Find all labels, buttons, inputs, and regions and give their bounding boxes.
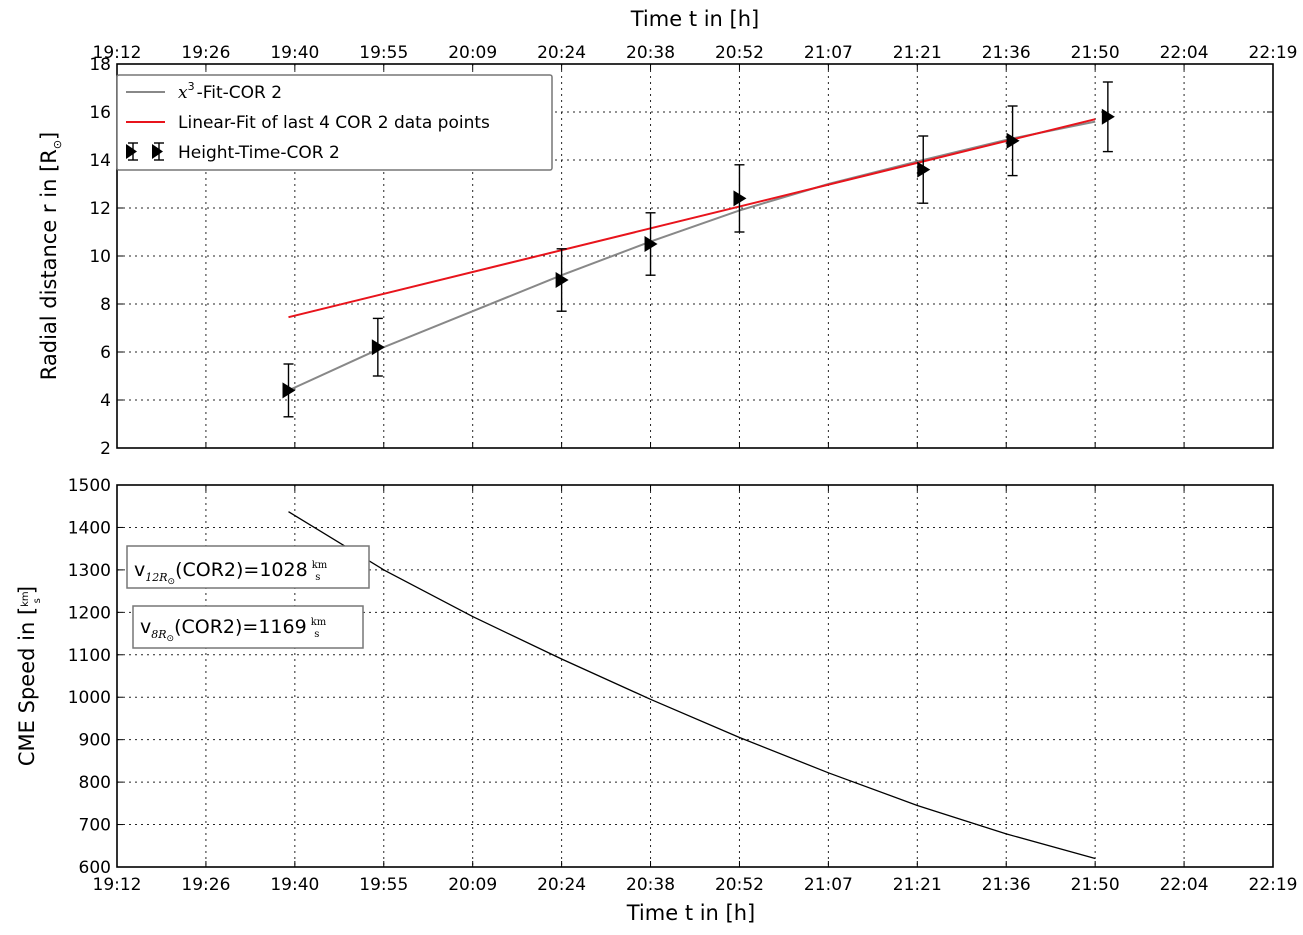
x-tick-label-top: 21:07 — [804, 43, 853, 63]
y-tick-label: 700 — [79, 816, 111, 836]
y-tick-label: 1300 — [68, 561, 111, 581]
x-tick-label-top: 22:04 — [1160, 43, 1209, 63]
top-x-axis-title: Time t in [h] — [630, 7, 760, 31]
y-tick-label: 8 — [100, 295, 111, 315]
legend-cubic-sup: 3 — [188, 80, 195, 93]
y-tick-label: 1400 — [68, 518, 111, 538]
legend-box — [116, 74, 553, 171]
y-tick-label: 10 — [89, 247, 111, 267]
series-line — [288, 118, 1096, 319]
data-point — [371, 317, 385, 377]
x-tick-label-top: 21:36 — [982, 43, 1031, 63]
x-tick-label: 21:50 — [1071, 875, 1120, 895]
speed-annotation-8r: v8R⊙(COR2)=1169 km s — [132, 605, 364, 649]
y-tick-label: 14 — [89, 151, 111, 171]
x-tick-label: 20:38 — [626, 875, 675, 895]
legend-swatch-height-time — [126, 142, 164, 161]
top-panel-grid — [117, 64, 1273, 448]
legend-label-linear-fit: Linear-Fit of last 4 COR 2 data points — [178, 113, 490, 133]
y-tick-label: 18 — [89, 55, 111, 75]
x-tick-label: 20:52 — [715, 875, 764, 895]
x-tick-label: 21:21 — [893, 875, 942, 895]
y-tick-label: 16 — [89, 103, 111, 123]
y-tick-label: 1000 — [68, 688, 111, 708]
data-point — [1101, 81, 1115, 153]
y-tick-label: 600 — [79, 858, 111, 878]
y-tick-label: 4 — [100, 391, 111, 411]
bottom-x-axis-title: Time t in [h] — [626, 901, 756, 925]
x-tick-label-top: 20:24 — [537, 43, 586, 63]
legend-label-height-time: Height-Time-COR 2 — [178, 143, 340, 163]
svg-text:CME Speed in [kms]: CME Speed in [kms] — [15, 586, 43, 766]
speed-annotation-8r-text: v8R⊙(COR2)=1169 km s — [140, 616, 327, 644]
legend-cubic-text: -Fit-COR 2 — [197, 83, 282, 103]
x-tick-label: 20:24 — [537, 875, 586, 895]
legend-cubic-math: x — [178, 83, 188, 103]
top-y-axis-title-text: Radial distance r in [R — [37, 149, 61, 380]
svg-text:Radial distance r in [R⊙]: Radial distance r in [R⊙] — [37, 132, 64, 381]
x-tick-label: 22:19 — [1249, 875, 1298, 895]
y-tick-label: 1100 — [68, 646, 111, 666]
series-line — [288, 120, 1096, 392]
speed-annotation-12r: v12R⊙(COR2)=1028 km s — [126, 545, 370, 589]
data-point — [282, 363, 296, 418]
data-point — [917, 135, 931, 204]
x-tick-label-top: 19:40 — [270, 43, 319, 63]
x-tick-label-top: 21:50 — [1071, 43, 1120, 63]
bottom-y-axis-title-text: CME Speed in [ — [15, 607, 39, 766]
x-tick-label: 22:04 — [1160, 875, 1209, 895]
series-line — [288, 511, 1096, 860]
data-point — [555, 248, 569, 312]
y-tick-label: 2 — [100, 439, 111, 459]
speed-annotation-8r-box — [132, 605, 364, 649]
y-tick-label: 800 — [79, 773, 111, 793]
y-tick-label: 1500 — [68, 476, 111, 496]
data-point — [1006, 105, 1020, 177]
x-tick-label: 19:40 — [270, 875, 319, 895]
legend: x3 -Fit-COR 2 Linear-Fit of last 4 COR 2 … — [116, 74, 553, 171]
x-tick-label: 21:07 — [804, 875, 853, 895]
bottom-panel-frame — [116, 484, 1274, 868]
legend-label-cubic-fit: x3 -Fit-COR 2 — [178, 80, 282, 103]
y-tick-label: 1200 — [68, 603, 111, 623]
x-tick-label-top: 20:38 — [626, 43, 675, 63]
data-point — [733, 164, 747, 233]
x-tick-label: 21:36 — [982, 875, 1031, 895]
x-tick-label-top: 19:26 — [181, 43, 230, 63]
top-y-axis-title-close: ] — [37, 132, 61, 140]
x-tick-label: 19:12 — [93, 875, 142, 895]
bottom-y-unit-num: km — [20, 591, 31, 607]
y-tick-label: 900 — [79, 731, 111, 751]
x-tick-label-top: 20:52 — [715, 43, 764, 63]
x-tick-label: 19:55 — [359, 875, 408, 895]
bottom-y-unit-den: s — [32, 598, 43, 603]
bottom-y-axis-title-close: ] — [15, 586, 39, 594]
x-tick-label-top: 19:55 — [359, 43, 408, 63]
x-tick-label-top: 22:19 — [1249, 43, 1298, 63]
speed-annotation-12r-text: v12R⊙(COR2)=1028 km s — [134, 559, 328, 587]
bottom-panel-series — [288, 511, 1096, 860]
x-tick-label: 19:26 — [181, 875, 230, 895]
sun-symbol: ⊙ — [51, 140, 64, 149]
y-tick-label: 12 — [89, 199, 111, 219]
top-y-axis-title: Radial distance r in [R⊙] — [37, 132, 64, 381]
data-point — [644, 212, 658, 276]
x-tick-label-top: 19:12 — [93, 43, 142, 63]
bottom-panel-ticks: 19:12 19:26 19:40 19:55 20:09 20:24 20:38 20:52… — [68, 476, 1298, 895]
x-tick-label: 20:09 — [448, 875, 497, 895]
speed-annotation-12r-box — [126, 545, 370, 589]
y-tick-label: 6 — [100, 343, 111, 363]
x-tick-label-top: 21:21 — [893, 43, 942, 63]
top-panel-series — [282, 81, 1115, 418]
bottom-y-axis-title: CME Speed in [kms] — [15, 586, 43, 766]
x-tick-label-top: 20:09 — [448, 43, 497, 63]
top-panel-ticks: 19:12 19:26 19:40 19:55 20:09 20:24 20:38 20:52… — [89, 43, 1297, 459]
bottom-panel-grid — [117, 485, 1273, 867]
